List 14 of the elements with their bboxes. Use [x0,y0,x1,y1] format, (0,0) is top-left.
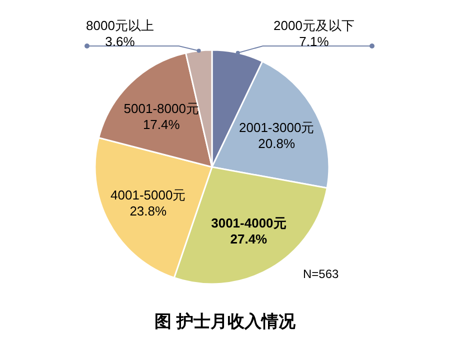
slice-label: 5001-8000元 [124,101,199,116]
slice-label: 2001-3000元 [239,120,314,135]
slice-label: 4001-5000元 [110,187,186,202]
text: N=563 [303,267,340,281]
text: 图 护士月收入情况 [154,312,296,331]
data-label: 3.6% [105,34,136,49]
slice-label: 3001-4000元 [211,216,286,231]
data-label: 20.8% [258,136,296,151]
data-label: 7.1% [299,34,330,49]
data-label: 17.4% [142,117,180,132]
slice-label: 2000元及以下 [274,18,354,33]
data-label: 23.8% [130,203,168,218]
slice-label: 8000元以上 [86,18,154,33]
data-label: 27.4% [230,232,268,247]
